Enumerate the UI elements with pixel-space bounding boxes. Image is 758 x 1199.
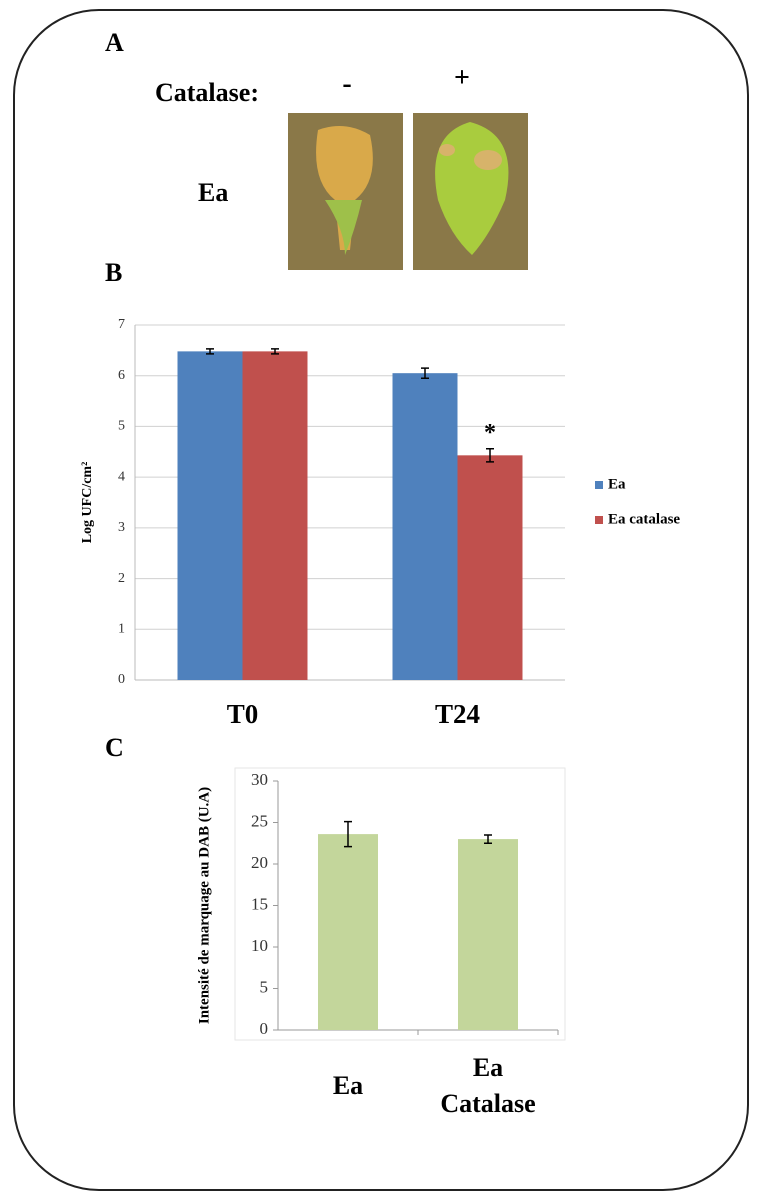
panel-label: A xyxy=(105,28,124,57)
bar xyxy=(318,834,378,1030)
error-bar xyxy=(484,834,492,844)
error-bar xyxy=(486,447,494,463)
row-label: Ea xyxy=(198,178,228,207)
y-tick-label: 1 xyxy=(118,622,125,637)
annotation: * xyxy=(484,420,496,446)
plot-frame xyxy=(234,767,566,1041)
legend-swatch xyxy=(595,516,603,524)
y-tick-label: 5 xyxy=(118,419,125,434)
bar xyxy=(458,839,518,1030)
bar xyxy=(457,455,523,680)
x-tick-label: Ea Catalase xyxy=(440,1053,535,1118)
error-bar xyxy=(344,820,352,848)
y-tick-label: 6 xyxy=(118,368,125,383)
leaf-photo xyxy=(413,113,528,270)
y-tick-label: 2 xyxy=(118,571,125,586)
y-tick-label: 7 xyxy=(118,317,125,332)
y-tick-label: 3 xyxy=(118,520,125,535)
y-tick-label: 15 xyxy=(251,894,268,913)
condition-label: Catalase: xyxy=(155,78,259,107)
bar xyxy=(177,351,243,680)
leaf-photo xyxy=(288,113,403,270)
bar xyxy=(242,351,308,680)
y-tick-label: 30 xyxy=(251,770,268,789)
error-bar xyxy=(206,348,214,355)
y-tick-label: 0 xyxy=(260,1019,269,1038)
bar xyxy=(392,373,458,680)
y-tick-label: 4 xyxy=(118,469,125,484)
frame xyxy=(13,9,749,1191)
panel-label: B xyxy=(105,258,122,287)
column-label: + xyxy=(454,62,470,93)
x-tick-label: T0 xyxy=(227,699,259,729)
legend-label: Ea xyxy=(608,476,626,492)
y-tick-label: 0 xyxy=(118,672,125,687)
y-axis-label: Log UFC/cm² xyxy=(80,462,95,544)
y-tick-label: 20 xyxy=(251,853,268,872)
y-tick-label: 10 xyxy=(251,936,268,955)
legend-swatch xyxy=(595,481,603,489)
panel-label: C xyxy=(105,733,124,762)
y-tick-label: 5 xyxy=(260,977,269,996)
error-bar xyxy=(271,348,279,355)
legend-label: Ea catalase xyxy=(608,511,680,527)
x-tick-label: T24 xyxy=(435,699,480,729)
y-tick-label: 25 xyxy=(251,811,268,830)
error-bar xyxy=(421,367,429,379)
column-label: - xyxy=(342,68,351,99)
x-tick-label: Ea xyxy=(333,1071,363,1100)
y-axis-label: Intensité de marquage au DAB (U.A) xyxy=(196,787,212,1024)
